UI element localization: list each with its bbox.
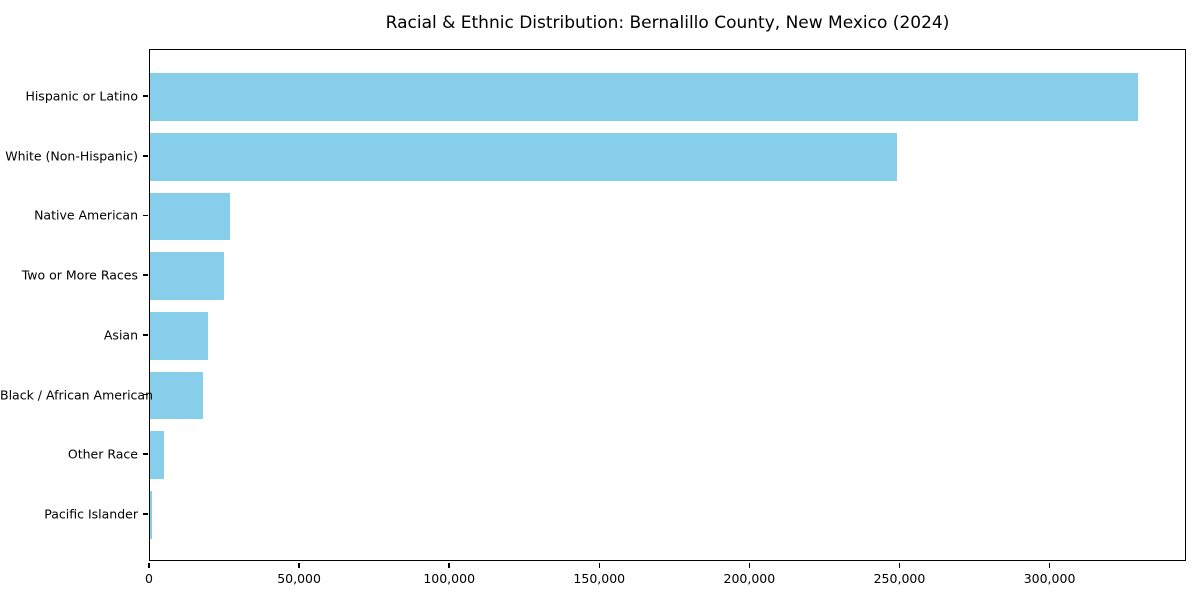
x-tick-mark [748,562,751,568]
y-tick-mark [142,274,148,276]
y-tick-label-two-or-more-races: Two or More Races [21,267,138,283]
x-tick-label-250000: 250,000 [873,571,926,586]
x-tick-mark [1048,562,1051,568]
x-tick-mark [298,562,300,568]
y-tick-mark [142,393,148,396]
bar-white-non-hispanic [150,132,897,181]
y-tick-label-asian: Asian [103,327,138,343]
x-tick-mark [598,562,601,568]
y-tick-label-pacific-islander: Pacific Islander [44,506,138,522]
y-tick-mark [142,453,148,455]
y-tick-label-black-african-american: Black / African American [0,387,154,402]
y-tick-mark [142,95,148,97]
plot-area [149,49,1186,561]
y-tick-mark [142,513,148,515]
bar-black-african-american [150,371,203,420]
bar-two-or-more-races [150,252,225,301]
x-tick-mark [448,562,450,568]
y-tick-mark [142,155,148,157]
x-tick-label-0: 0 [145,571,153,586]
y-tick-label-other-race: Other Race [67,446,138,462]
x-tick-label-300000: 300,000 [1023,571,1076,586]
bar-pacific-islander [150,490,152,539]
x-tick-label-50000: 50,000 [277,571,321,586]
bar-hispanic-or-latino [150,73,1138,121]
bar-native-american [150,192,230,241]
bar-other-race [150,431,165,480]
y-tick-label-white-non-hispanic: White (Non-Hispanic) [5,148,138,164]
x-tick-mark [148,562,150,568]
x-tick-mark [898,562,901,568]
y-tick-mark [142,214,148,217]
y-tick-label-hispanic-or-latino: Hispanic or Latino [25,88,138,104]
bar-asian [150,311,208,360]
chart-title: Racial & Ethnic Distribution: Bernalillo… [385,13,950,33]
y-tick-mark [142,334,148,336]
x-tick-label-100000: 100,000 [423,571,476,586]
x-tick-label-150000: 150,000 [573,571,626,586]
y-tick-label-native-american: Native American [34,207,138,223]
x-tick-label-200000: 200,000 [723,571,776,586]
